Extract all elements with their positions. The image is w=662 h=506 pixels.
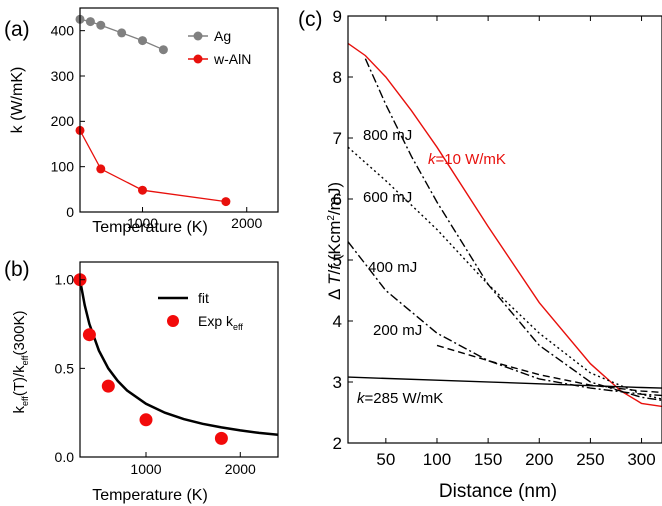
annotation-k285: k=285 W/mK — [357, 390, 443, 407]
b-plot-xtick-label-1: 2000 — [225, 461, 256, 477]
b-plot-series-0-line — [80, 279, 278, 437]
a-plot-series-1-point-2 — [138, 185, 147, 195]
legend-aln-label: w-AlN — [213, 51, 251, 67]
panel-a: (a) 1000 2000 0 100 200 300 400 Temperature (K… — [4, 7, 279, 236]
panel-c-label: (c) — [298, 8, 323, 31]
c-plot-xtick-label-1: 100 — [423, 450, 451, 469]
c-plot-series-0-line — [348, 42, 662, 408]
a-plot-series-0-point-5 — [158, 45, 168, 55]
a-plot-series-1-point-3 — [221, 197, 231, 207]
a-plot-xtick-label-0: 1000 — [127, 215, 158, 231]
panel-b-plot: 1000 2000 0.0 0.5 1.0 — [55, 261, 279, 477]
c-plot-ytick-label-3: 5 — [333, 251, 342, 270]
annotation-200mj: 200 mJ — [373, 322, 422, 339]
c-plot-xtick-label-3: 200 — [525, 450, 553, 469]
a-plot-series-0-point-4 — [138, 36, 147, 46]
panel-a-xlabel: Temperature (K) — [92, 219, 208, 236]
c-plot-series-4-line — [436, 344, 662, 394]
c-plot-ytick-label-2: 4 — [333, 312, 342, 331]
a-plot-ytick-label-4: 400 — [51, 23, 75, 39]
a-plot-ytick-label-1: 100 — [51, 159, 75, 175]
panel-a-ylabel: k (W/mK) — [9, 67, 26, 134]
annotation-800mj: 800 mJ — [363, 127, 412, 144]
b-plot-ytick-label-0: 0.0 — [55, 449, 75, 465]
a-plot-series-1-line — [80, 130, 226, 203]
legend-fit-label: fit — [198, 290, 209, 306]
b-plot-frame — [79, 261, 279, 458]
c-plot-series-1-line — [364, 58, 662, 401]
panel-a-legend: Ag w-AlN — [188, 28, 251, 67]
a-plot-ytick-label-2: 200 — [51, 113, 75, 129]
c-plot-xtick-label-0: 50 — [376, 450, 395, 469]
c-plot-xtick-label-5: 300 — [627, 450, 655, 469]
panel-c-xlabel: Distance (nm) — [439, 481, 557, 502]
panel-c: (c) 50 100 150 200 250 300 2 3 4 5 6 7 8 9 Distance (… — [298, 7, 662, 502]
c-plot-ytick-label-4: 6 — [333, 190, 342, 209]
b-plot-ytick-label-2: 1.0 — [55, 272, 75, 288]
legend-aln-marker — [193, 54, 203, 64]
legend-exp-marker — [167, 315, 179, 327]
c-plot-series-2-line — [348, 146, 662, 400]
c-plot-data — [348, 42, 662, 408]
c-plot-ytick-label-7: 9 — [333, 7, 342, 26]
b-plot-series-1-point-2 — [101, 379, 115, 393]
c-plot-series-5-line — [348, 376, 662, 389]
a-plot-data — [80, 18, 226, 203]
annotation-600mj: 600 mJ — [363, 189, 412, 206]
a-plot-series-0-point-1 — [85, 17, 95, 27]
a-plot-series-0-point-2 — [96, 20, 106, 30]
panel-b-xlabel: Temperature (K) — [92, 487, 208, 504]
c-plot-ytick-label-1: 3 — [333, 373, 342, 392]
b-plot-series-1-point-1 — [82, 328, 96, 342]
b-plot-ytick-label-1: 0.5 — [55, 360, 75, 376]
c-plot-ytick-label-5: 7 — [333, 129, 342, 148]
panel-a-label: (a) — [4, 18, 30, 41]
a-plot-series-0-point-3 — [117, 28, 127, 38]
a-plot-ytick-label-3: 300 — [51, 68, 75, 84]
a-plot-xtick-label-1: 2000 — [231, 215, 262, 231]
legend-ag-label: Ag — [214, 28, 231, 44]
c-plot-frame — [347, 15, 662, 444]
panel-c-ylabel: Δ T/f (Kcm2/mJ) — [325, 182, 344, 300]
annotation-k10: k=10 W/mK — [428, 151, 506, 168]
b-plot-series-1-point-4 — [214, 431, 228, 445]
panel-a-plot: 1000 2000 0 100 200 300 400 — [51, 7, 279, 231]
a-plot-series-1-point-1 — [96, 164, 106, 174]
b-plot-data — [80, 279, 278, 437]
panel-c-plot: 50 100 150 200 250 300 2 3 4 5 6 7 8 9 — [333, 7, 662, 469]
a-plot-ytick-label-0: 0 — [66, 204, 74, 220]
c-plot-ytick-label-6: 8 — [333, 68, 342, 87]
panel-b-label: (b) — [4, 258, 30, 281]
c-plot-ytick-label-0: 2 — [333, 434, 342, 453]
b-plot-series-1-point-3 — [139, 413, 153, 427]
panel-b-legend: fit Exp keff — [158, 290, 243, 332]
a-plot-frame — [79, 7, 279, 213]
c-plot-series-3-line — [348, 241, 662, 397]
annotation-400mj: 400 mJ — [368, 259, 417, 276]
b-plot-xtick-label-0: 1000 — [130, 461, 161, 477]
c-plot-xtick-label-4: 250 — [576, 450, 604, 469]
c-plot-xtick-label-2: 150 — [474, 450, 502, 469]
panel-b-ylabel: keff(T)/keff(300K) — [11, 310, 30, 413]
legend-ag-marker — [193, 31, 203, 41]
panel-b: (b) 1000 2000 0.0 0.5 1.0 Temperature (K) ke… — [4, 258, 279, 504]
legend-exp-label: Exp keff — [198, 313, 243, 332]
